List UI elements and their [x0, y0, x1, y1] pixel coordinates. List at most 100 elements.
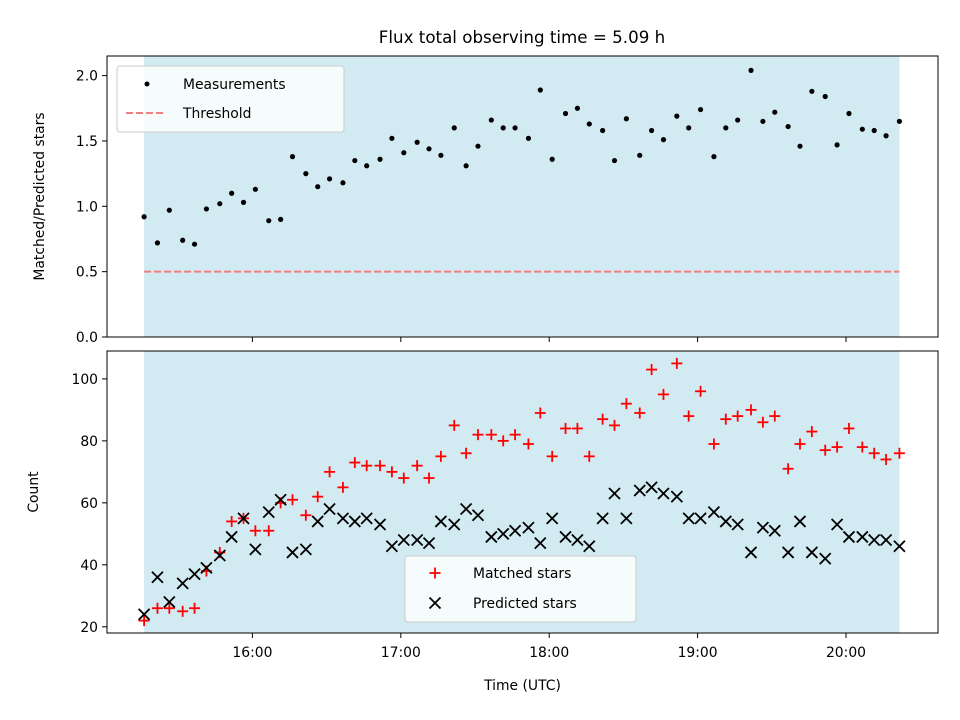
matched-star-point	[337, 481, 349, 493]
matched-star-point	[324, 466, 336, 478]
matched-star-point	[819, 444, 831, 456]
matched-star-point	[671, 357, 683, 369]
matched-star-point	[485, 429, 497, 441]
matched-star-point	[263, 525, 275, 537]
measurement-point	[180, 237, 186, 243]
top-ytick-label: 2.0	[76, 69, 98, 85]
predicted-star-point	[819, 552, 832, 565]
matched-star-point	[151, 602, 163, 614]
predicted-star-point	[620, 512, 633, 525]
matched-star-point	[856, 441, 868, 453]
predicted-stars-points	[137, 481, 906, 621]
matched-star-point	[374, 460, 386, 472]
matched-star-point	[398, 472, 410, 484]
measurement-point	[438, 152, 444, 158]
measurement-point	[660, 137, 667, 143]
legend-matched-label: Matched stars	[473, 566, 571, 582]
predicted-star-point	[497, 527, 510, 540]
measurement-point	[326, 176, 333, 182]
predicted-star-point	[546, 512, 559, 525]
matched-star-point	[560, 422, 572, 434]
predicted-star-point-b	[583, 540, 596, 553]
predicted-star-point-b	[422, 536, 436, 550]
predicted-star-point-b	[756, 521, 770, 534]
bottom-legend-box	[404, 555, 637, 623]
matched-star-point	[757, 416, 769, 428]
matched-star-point	[177, 605, 189, 617]
predicted-star-point-b	[657, 487, 670, 500]
measurement-point	[488, 117, 494, 123]
legend-predicted-marker	[428, 596, 442, 610]
measurement-point	[834, 142, 840, 148]
measurement-point	[340, 180, 346, 186]
predicted-star-point	[682, 512, 695, 525]
predicted-star-point	[559, 530, 572, 544]
predicted-star-point-b	[596, 512, 609, 525]
matched-star-point	[546, 450, 558, 462]
measurement-point	[315, 184, 321, 190]
predicted-star-point	[645, 481, 658, 494]
matched-star-point	[423, 472, 435, 484]
predicted-star-point-b	[893, 540, 906, 553]
matched-star-point	[732, 410, 744, 422]
measurement-point	[240, 199, 247, 205]
predicted-star-point	[262, 506, 275, 519]
matched-star-point	[472, 429, 484, 441]
matched-star-point	[620, 398, 632, 410]
predicted-star-point	[311, 515, 324, 528]
top-axes-frame	[106, 55, 939, 338]
predicted-star-point-b	[163, 595, 176, 609]
predicted-star-point	[336, 512, 350, 525]
top-panel: 0.00.51.01.52.0 Matched/Predicted stars …	[32, 55, 939, 346]
matched-star-point	[720, 413, 732, 425]
predicted-star-point-b	[176, 577, 189, 590]
measurement-point	[637, 152, 643, 158]
predicted-star-point	[348, 515, 361, 528]
top-y-axis-label: Matched/Predicted stars	[32, 112, 48, 280]
top-ytick-label: 1.0	[76, 199, 98, 215]
predicted-star-point	[842, 530, 856, 544]
measurement-point	[649, 127, 655, 134]
predicted-star-point-b	[608, 487, 621, 500]
measurement-point	[203, 206, 210, 212]
predicted-star-point-b	[830, 518, 844, 531]
predicted-star-point-b	[485, 530, 498, 544]
predicted-star-point-b	[188, 567, 201, 581]
measurement-point	[278, 216, 284, 222]
predicted-star-point	[793, 515, 807, 528]
predicted-star-point-b	[348, 515, 361, 528]
predicted-star-point	[299, 543, 312, 556]
predicted-star-point-b	[670, 490, 683, 503]
matched-star-point	[583, 450, 595, 462]
bot-xtick-label: 20:00	[826, 645, 866, 661]
predicted-star-point	[323, 502, 336, 516]
predicted-star-point-b	[719, 515, 732, 528]
predicted-star-point-b	[397, 533, 410, 547]
measurement-point	[785, 123, 791, 130]
measurement-point	[252, 186, 258, 192]
bottom-y-axis-label: Count	[26, 471, 42, 513]
measurement-point	[266, 218, 272, 224]
predicted-star-point	[373, 518, 387, 531]
measurement-point	[760, 118, 766, 124]
bottom-panel: 20 40 60 80 100 16:00 17:00 18:00 19:00 20:00 Co…	[26, 350, 939, 694]
figure-title: Flux total observing time = 5.09 h	[379, 27, 665, 47]
bottom-x-axis-label: Time (UTC)	[483, 678, 561, 694]
matched-star-point	[782, 463, 794, 475]
matched-star-point	[522, 438, 534, 450]
predicted-star-point-b	[286, 546, 299, 559]
measurement-point	[352, 157, 358, 164]
measurement-point	[289, 154, 296, 160]
predicted-star-point	[583, 540, 596, 553]
legend-measurements-marker	[144, 81, 150, 87]
measurement-point	[451, 125, 457, 131]
matched-star-point	[249, 525, 261, 537]
legend-predicted-label: Predicted stars	[473, 596, 577, 612]
matched-star-point	[695, 385, 707, 397]
predicted-star-point-b	[707, 506, 721, 519]
matched-star-point	[609, 419, 621, 431]
predicted-star-point-b	[323, 502, 336, 516]
matched-stars-points	[138, 357, 905, 627]
predicted-star-point	[508, 524, 522, 537]
